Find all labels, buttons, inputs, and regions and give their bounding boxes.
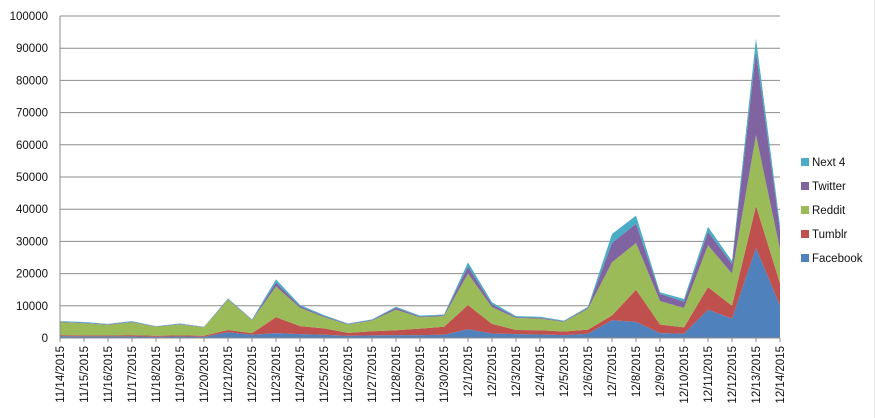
legend-swatch-facebook — [801, 254, 809, 262]
y-tick-label: 50000 — [16, 172, 48, 184]
x-tick-label: 11/21/2015 — [223, 346, 235, 403]
y-tick-label: 10000 — [16, 301, 48, 313]
legend-swatch-next-4 — [801, 158, 809, 166]
legend-swatch-tumblr — [801, 230, 809, 238]
x-tick-label: 11/14/2015 — [55, 346, 67, 403]
y-tick-label: 0 — [42, 333, 48, 345]
x-tick-label: 12/13/2015 — [751, 346, 763, 404]
x-tick-label: 11/26/2015 — [343, 346, 355, 403]
series-areas — [60, 38, 780, 338]
y-tick-label: 20000 — [16, 269, 48, 281]
x-tick-label: 12/8/2015 — [631, 346, 643, 397]
y-tick-label: 90000 — [16, 43, 48, 55]
gridlines — [60, 15, 780, 307]
legend-swatch-reddit — [801, 206, 809, 214]
x-tick-labels: 11/14/2015 11/15/2015 11/16/2015 11/17/2015… — [55, 346, 787, 404]
x-tick-label: 12/5/2015 — [559, 346, 571, 397]
x-tick-label: 12/2/2015 — [487, 346, 499, 397]
x-tick-label: 11/22/2015 — [247, 346, 259, 403]
x-tick-label: 12/1/2015 — [463, 346, 475, 397]
x-tick-label: 12/11/2015 — [703, 346, 715, 403]
area-series-twitter — [60, 51, 780, 328]
x-tick-label: 12/12/2015 — [727, 346, 739, 404]
y-tick-label: 30000 — [16, 236, 48, 248]
x-tick-label: 11/16/2015 — [103, 346, 115, 403]
y-tick-label: 80000 — [16, 75, 48, 87]
x-tick-label: 12/7/2015 — [607, 346, 619, 397]
area-series-facebook — [60, 247, 780, 338]
x-tick-label: 11/29/2015 — [415, 346, 427, 403]
x-tick-label: 12/4/2015 — [535, 346, 547, 397]
y-tick-label: 60000 — [16, 140, 48, 152]
x-tick-label: 11/25/2015 — [319, 346, 331, 403]
area-series-next-4 — [60, 38, 780, 328]
legend-label: Tumblr — [812, 229, 848, 241]
x-tick-label: 12/14/2015 — [775, 346, 787, 404]
x-tick-label: 11/23/2015 — [271, 346, 283, 403]
legend: Next 4 Twitter Reddit Tumblr Facebook — [801, 157, 863, 265]
x-tick-label: 12/3/2015 — [511, 346, 523, 397]
x-tick-label: 12/9/2015 — [655, 346, 667, 397]
x-tick-label: 11/27/2015 — [367, 346, 379, 403]
x-tick-label: 12/10/2015 — [679, 346, 691, 404]
legend-label: Next 4 — [812, 157, 846, 169]
y-tick-label: 100000 — [10, 11, 48, 23]
x-tick-label: 11/28/2015 — [391, 346, 403, 403]
x-tick-label: 11/15/2015 — [79, 346, 91, 403]
legend-label: Facebook — [812, 253, 863, 265]
legend-label: Twitter — [812, 181, 846, 193]
legend-swatch-twitter — [801, 182, 809, 190]
x-tick-label: 12/6/2015 — [583, 346, 595, 397]
legend-label: Reddit — [812, 205, 846, 217]
x-tick-label: 11/24/2015 — [295, 346, 307, 403]
y-tick-label: 40000 — [16, 204, 48, 216]
x-tick-label: 11/30/2015 — [439, 346, 451, 403]
y-tick-labels: 0 10000 20000 30000 40000 50000 60000 70000 8000… — [10, 11, 48, 345]
area-series-reddit — [60, 135, 780, 336]
axes — [59, 16, 781, 342]
x-tick-label: 11/18/2015 — [151, 346, 163, 403]
x-tick-label: 11/17/2015 — [127, 346, 139, 403]
x-tick-label: 11/19/2015 — [175, 346, 187, 403]
x-tick-label: 11/20/2015 — [199, 346, 211, 403]
y-tick-label: 70000 — [16, 108, 48, 120]
